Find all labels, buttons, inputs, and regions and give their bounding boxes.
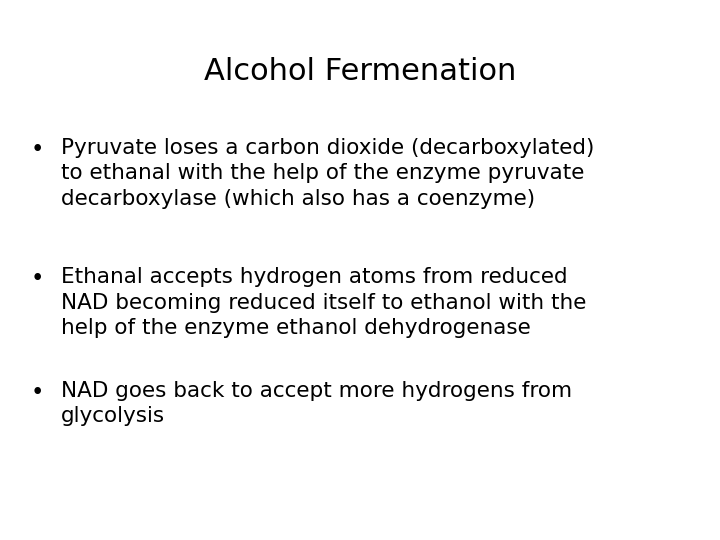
- Text: NAD goes back to accept more hydrogens from
glycolysis: NAD goes back to accept more hydrogens f…: [61, 381, 572, 426]
- Text: •: •: [31, 138, 44, 161]
- Text: Pyruvate loses a carbon dioxide (decarboxylated)
to ethanal with the help of the: Pyruvate loses a carbon dioxide (decarbo…: [61, 138, 595, 209]
- Text: Ethanal accepts hydrogen atoms from reduced
NAD becoming reduced itself to ethan: Ethanal accepts hydrogen atoms from redu…: [61, 267, 587, 339]
- Text: Alcohol Fermenation: Alcohol Fermenation: [204, 57, 516, 86]
- Text: •: •: [31, 267, 44, 291]
- Text: •: •: [31, 381, 44, 404]
